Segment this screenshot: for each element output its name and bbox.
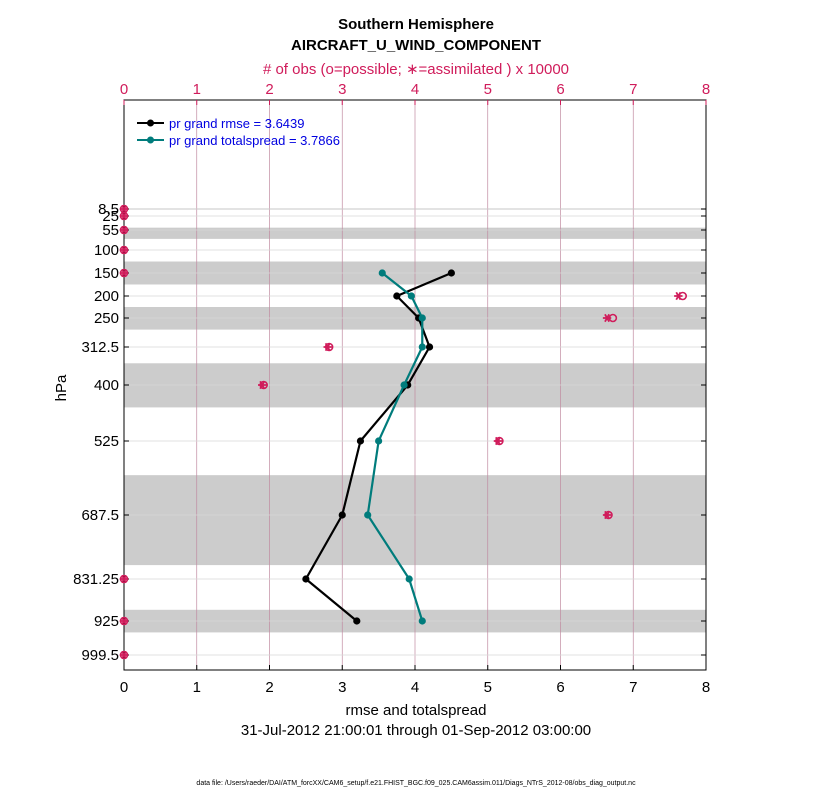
y-tick-label: 400 — [94, 377, 119, 394]
top-tick-label: 4 — [411, 81, 419, 98]
x-axis-label: rmse and totalspread — [346, 702, 487, 719]
obs-assimilated-marker — [323, 342, 332, 352]
top-tick-label: 1 — [193, 81, 201, 98]
obs-assimilated-marker — [119, 650, 129, 660]
obs-assimilated-marker — [119, 616, 129, 626]
series-lines — [302, 269, 455, 625]
obs-assimilated-marker — [119, 268, 129, 278]
x-axis: 0 1 2 3 4 5 6 7 8 — [120, 665, 710, 696]
x-tick-label: 3 — [338, 679, 346, 696]
y-tick-label: 312.5 — [81, 339, 119, 356]
obs-count-markers — [119, 204, 688, 660]
y-tick-label: 100 — [94, 242, 119, 259]
rmse-point — [393, 292, 401, 300]
obs-assimilated-marker — [602, 313, 612, 323]
totalspread-point — [418, 314, 426, 322]
rmse-point — [302, 575, 310, 583]
obs-assimilated-marker — [493, 436, 503, 446]
totalspread-point — [400, 381, 408, 389]
y-tick-label: 999.5 — [81, 647, 119, 664]
grid-lines — [124, 100, 706, 670]
y-tick-label: 55 — [102, 222, 119, 239]
legend-rmse-marker — [147, 119, 154, 127]
y-tick-label: 25 — [102, 208, 119, 225]
y-tick-label: 250 — [94, 310, 119, 327]
footnote: data file: /Users/raeder/DAI/ATM_forcXX/… — [196, 780, 636, 787]
y-tick-label: 525 — [94, 433, 119, 450]
legend-totalspread-label: pr grand totalspread = 3.7866 — [169, 133, 340, 148]
totalspread-point — [375, 437, 383, 445]
rmse-point — [425, 343, 434, 351]
top-tick-label: 7 — [629, 81, 637, 98]
x-tick-label: 8 — [702, 679, 710, 696]
x-tick-label: 7 — [629, 679, 637, 696]
y-tick-label: 150 — [94, 265, 119, 282]
totalspread-point — [418, 617, 426, 625]
legend: pr grand rmse = 3.6439 pr grand totalspr… — [137, 116, 340, 148]
x-tick-label: 6 — [556, 679, 564, 696]
rmse-point — [356, 437, 365, 445]
rmse-point — [338, 511, 346, 519]
x-tick-label: 4 — [411, 679, 419, 696]
top-tick-label: 8 — [702, 81, 710, 98]
totalspread-point — [405, 575, 413, 583]
x-tick-label: 2 — [265, 679, 273, 696]
top-axis: 0 1 2 3 4 5 6 7 8 — [120, 81, 710, 105]
y-tick-label: 8.5 — [98, 201, 119, 218]
top-tick-label: 3 — [338, 81, 346, 98]
legend-rmse-label: pr grand rmse = 3.6439 — [169, 116, 305, 131]
date-range: 31-Jul-2012 21:00:01 through 01-Sep-2012… — [241, 722, 591, 739]
top-tick-label: 5 — [484, 81, 492, 98]
totalspread-point — [418, 343, 426, 351]
legend-totalspread-marker — [147, 136, 154, 144]
y-tick-label: 831.25 — [73, 571, 119, 588]
top-tick-label: 0 — [120, 81, 128, 98]
obs-assimilated-marker — [674, 291, 683, 301]
top-tick-label: 2 — [265, 81, 273, 98]
obs-assimilated-marker — [602, 510, 612, 520]
totalspread-point — [407, 292, 415, 300]
rmse-point — [353, 617, 361, 625]
obs-assimilated-marker — [119, 204, 129, 214]
y-axis-label: hPa — [53, 374, 70, 401]
chart-subtitle: AIRCRAFT_U_WIND_COMPONENT — [291, 37, 541, 54]
totalspread-point — [378, 269, 386, 277]
chart-title: Southern Hemisphere — [338, 16, 494, 33]
top-axis-label: # of obs (o=possible; ∗=assimilated ) x … — [263, 61, 569, 78]
obs-assimilated-marker — [119, 574, 129, 584]
obs-assimilated-marker — [119, 211, 129, 221]
y-tick-label: 687.5 — [81, 507, 119, 524]
x-tick-label: 0 — [120, 679, 128, 696]
x-tick-label: 1 — [193, 679, 201, 696]
totalspread-point — [364, 511, 372, 519]
rmse-point — [447, 269, 455, 277]
y-tick-label: 200 — [94, 288, 119, 305]
obs-assimilated-marker — [258, 380, 267, 390]
top-tick-label: 6 — [556, 81, 564, 98]
y-tick-label: 925 — [94, 613, 119, 630]
obs-assimilated-marker — [119, 225, 129, 235]
obs-assimilated-marker — [119, 245, 129, 255]
x-tick-label: 5 — [484, 679, 492, 696]
